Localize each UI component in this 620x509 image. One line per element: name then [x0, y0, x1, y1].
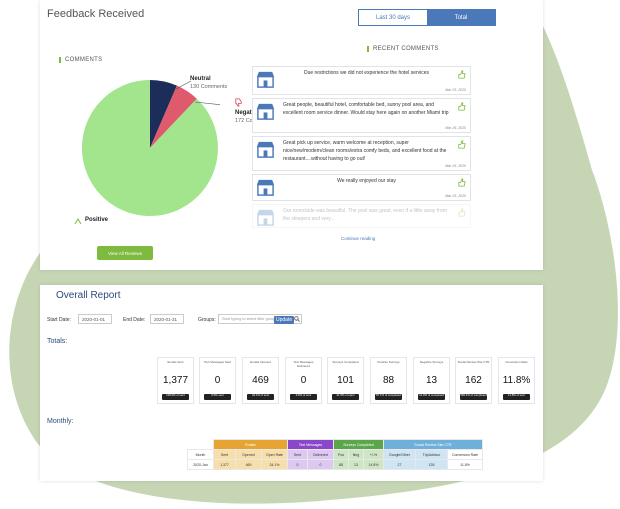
comment-text: Great pick up service, warm welcome at r…	[283, 140, 447, 162]
feedback-title: Feedback Received	[47, 8, 145, 20]
storefront-icon	[256, 179, 275, 196]
pie-slice-positive	[81, 79, 218, 216]
stat-card: Positive Surveys 88 87.1% of completed	[370, 357, 407, 404]
thumbs-up-icon	[458, 102, 466, 111]
start-date-input[interactable]: 2020-01-01	[78, 314, 112, 324]
thumbs-up-icon	[458, 140, 466, 149]
overall-report-title: Overall Report	[56, 290, 121, 301]
search-icon	[294, 316, 300, 322]
comment-text: Our room/side was beautiful. The pool wa…	[283, 208, 447, 222]
table-row: 2020-Jan 1,377 469 34.1% 0 0 88 13 14.8%…	[187, 459, 483, 470]
groups-label: Groups:	[198, 317, 216, 323]
stat-card: Surveys Completed 101 21.5% of open	[327, 357, 364, 404]
table-header-row: Month Sent Opened Open Rate Sent Deliver…	[187, 449, 483, 460]
range-toggle[interactable]: Last 30 days Total	[358, 9, 496, 26]
comment-card[interactable]: Great people, beautiful hotel, comfortab…	[252, 98, 471, 133]
monthly-table: Emails Text Messages Surveys Completed S…	[187, 439, 483, 470]
thumbs-down-icon	[235, 98, 242, 107]
thumbs-up-icon	[74, 218, 82, 225]
comment-card[interactable]: Great pick up service, warm welcome at r…	[252, 136, 471, 171]
comment-card[interactable]: Due restrictions we did not experience t…	[252, 66, 471, 95]
end-date-label: End Date:	[123, 317, 146, 323]
comment-card[interactable]: We really enjoyed our stay Mar 25, 2020	[252, 174, 471, 201]
thumbs-up-icon	[458, 70, 466, 79]
comment-text: Great people, beautiful hotel, comfortab…	[283, 102, 449, 116]
storefront-icon	[256, 141, 275, 158]
stat-card: Social Review Site CTR 162 160.4% of compl…	[455, 357, 492, 404]
thumbs-up-icon	[458, 178, 466, 187]
comment-text: We really enjoyed our stay	[337, 178, 396, 184]
view-all-reviews-button[interactable]: View All Reviews	[97, 246, 153, 260]
stat-card: Conversion Rate 11.8% 11.8% of sent	[498, 357, 535, 404]
monthly-label: Monthly:	[47, 418, 74, 425]
toggle-total[interactable]: Total	[427, 10, 495, 25]
comment-date: Mar 25, 2020	[445, 88, 466, 92]
neutral-label: Neutral 130 Comments	[190, 76, 228, 90]
comment-card[interactable]: Our room/side was beautiful. The pool wa…	[252, 204, 471, 228]
totals-label: Totals:	[47, 338, 68, 345]
stat-card: Text Messages Delivered 0 0.0% of sent	[285, 357, 322, 404]
continue-reading-link[interactable]: Continue reading	[341, 236, 376, 241]
stat-card: Negative Surveys 13 12.9% of completed	[413, 357, 450, 404]
groups-input[interactable]: Start typing to select filter groups	[218, 314, 302, 324]
update-button[interactable]: Update	[274, 316, 295, 324]
pie-slice-neutral	[150, 80, 177, 148]
storefront-icon	[256, 71, 275, 88]
storefront-icon	[256, 209, 275, 226]
pie-slice-negative	[150, 85, 197, 148]
table-group-header: Emails Text Messages Surveys Completed S…	[188, 439, 483, 450]
positive-label: Positive	[85, 217, 109, 223]
comment-date: Mar 26, 2020	[445, 164, 466, 168]
comment-date: Mar 26, 2020	[445, 126, 466, 130]
start-date-label: Start Date:	[47, 317, 71, 323]
stat-card: Emails Sent 1,377 100.0% of sent	[157, 357, 194, 404]
stat-card: Text Messages Sent 0 0.0% sent	[199, 357, 236, 404]
recent-comments-heading: RECENT COMMENTS	[367, 46, 439, 52]
comments-pie-chart	[81, 79, 220, 216]
storefront-icon	[256, 103, 275, 120]
toggle-last-30-days[interactable]: Last 30 days	[359, 10, 427, 25]
thumbs-up-icon	[458, 208, 466, 217]
comment-text: Due restrictions we did not experience t…	[303, 70, 430, 76]
comments-heading: COMMENTS	[59, 57, 102, 63]
comment-date: Mar 25, 2020	[445, 194, 466, 198]
end-date-input[interactable]: 2020-01-31	[150, 314, 184, 324]
stat-card: Emails Opened 469 34.1% of sent	[242, 357, 279, 404]
negative-label: Negative 172 Comman	[235, 110, 268, 124]
